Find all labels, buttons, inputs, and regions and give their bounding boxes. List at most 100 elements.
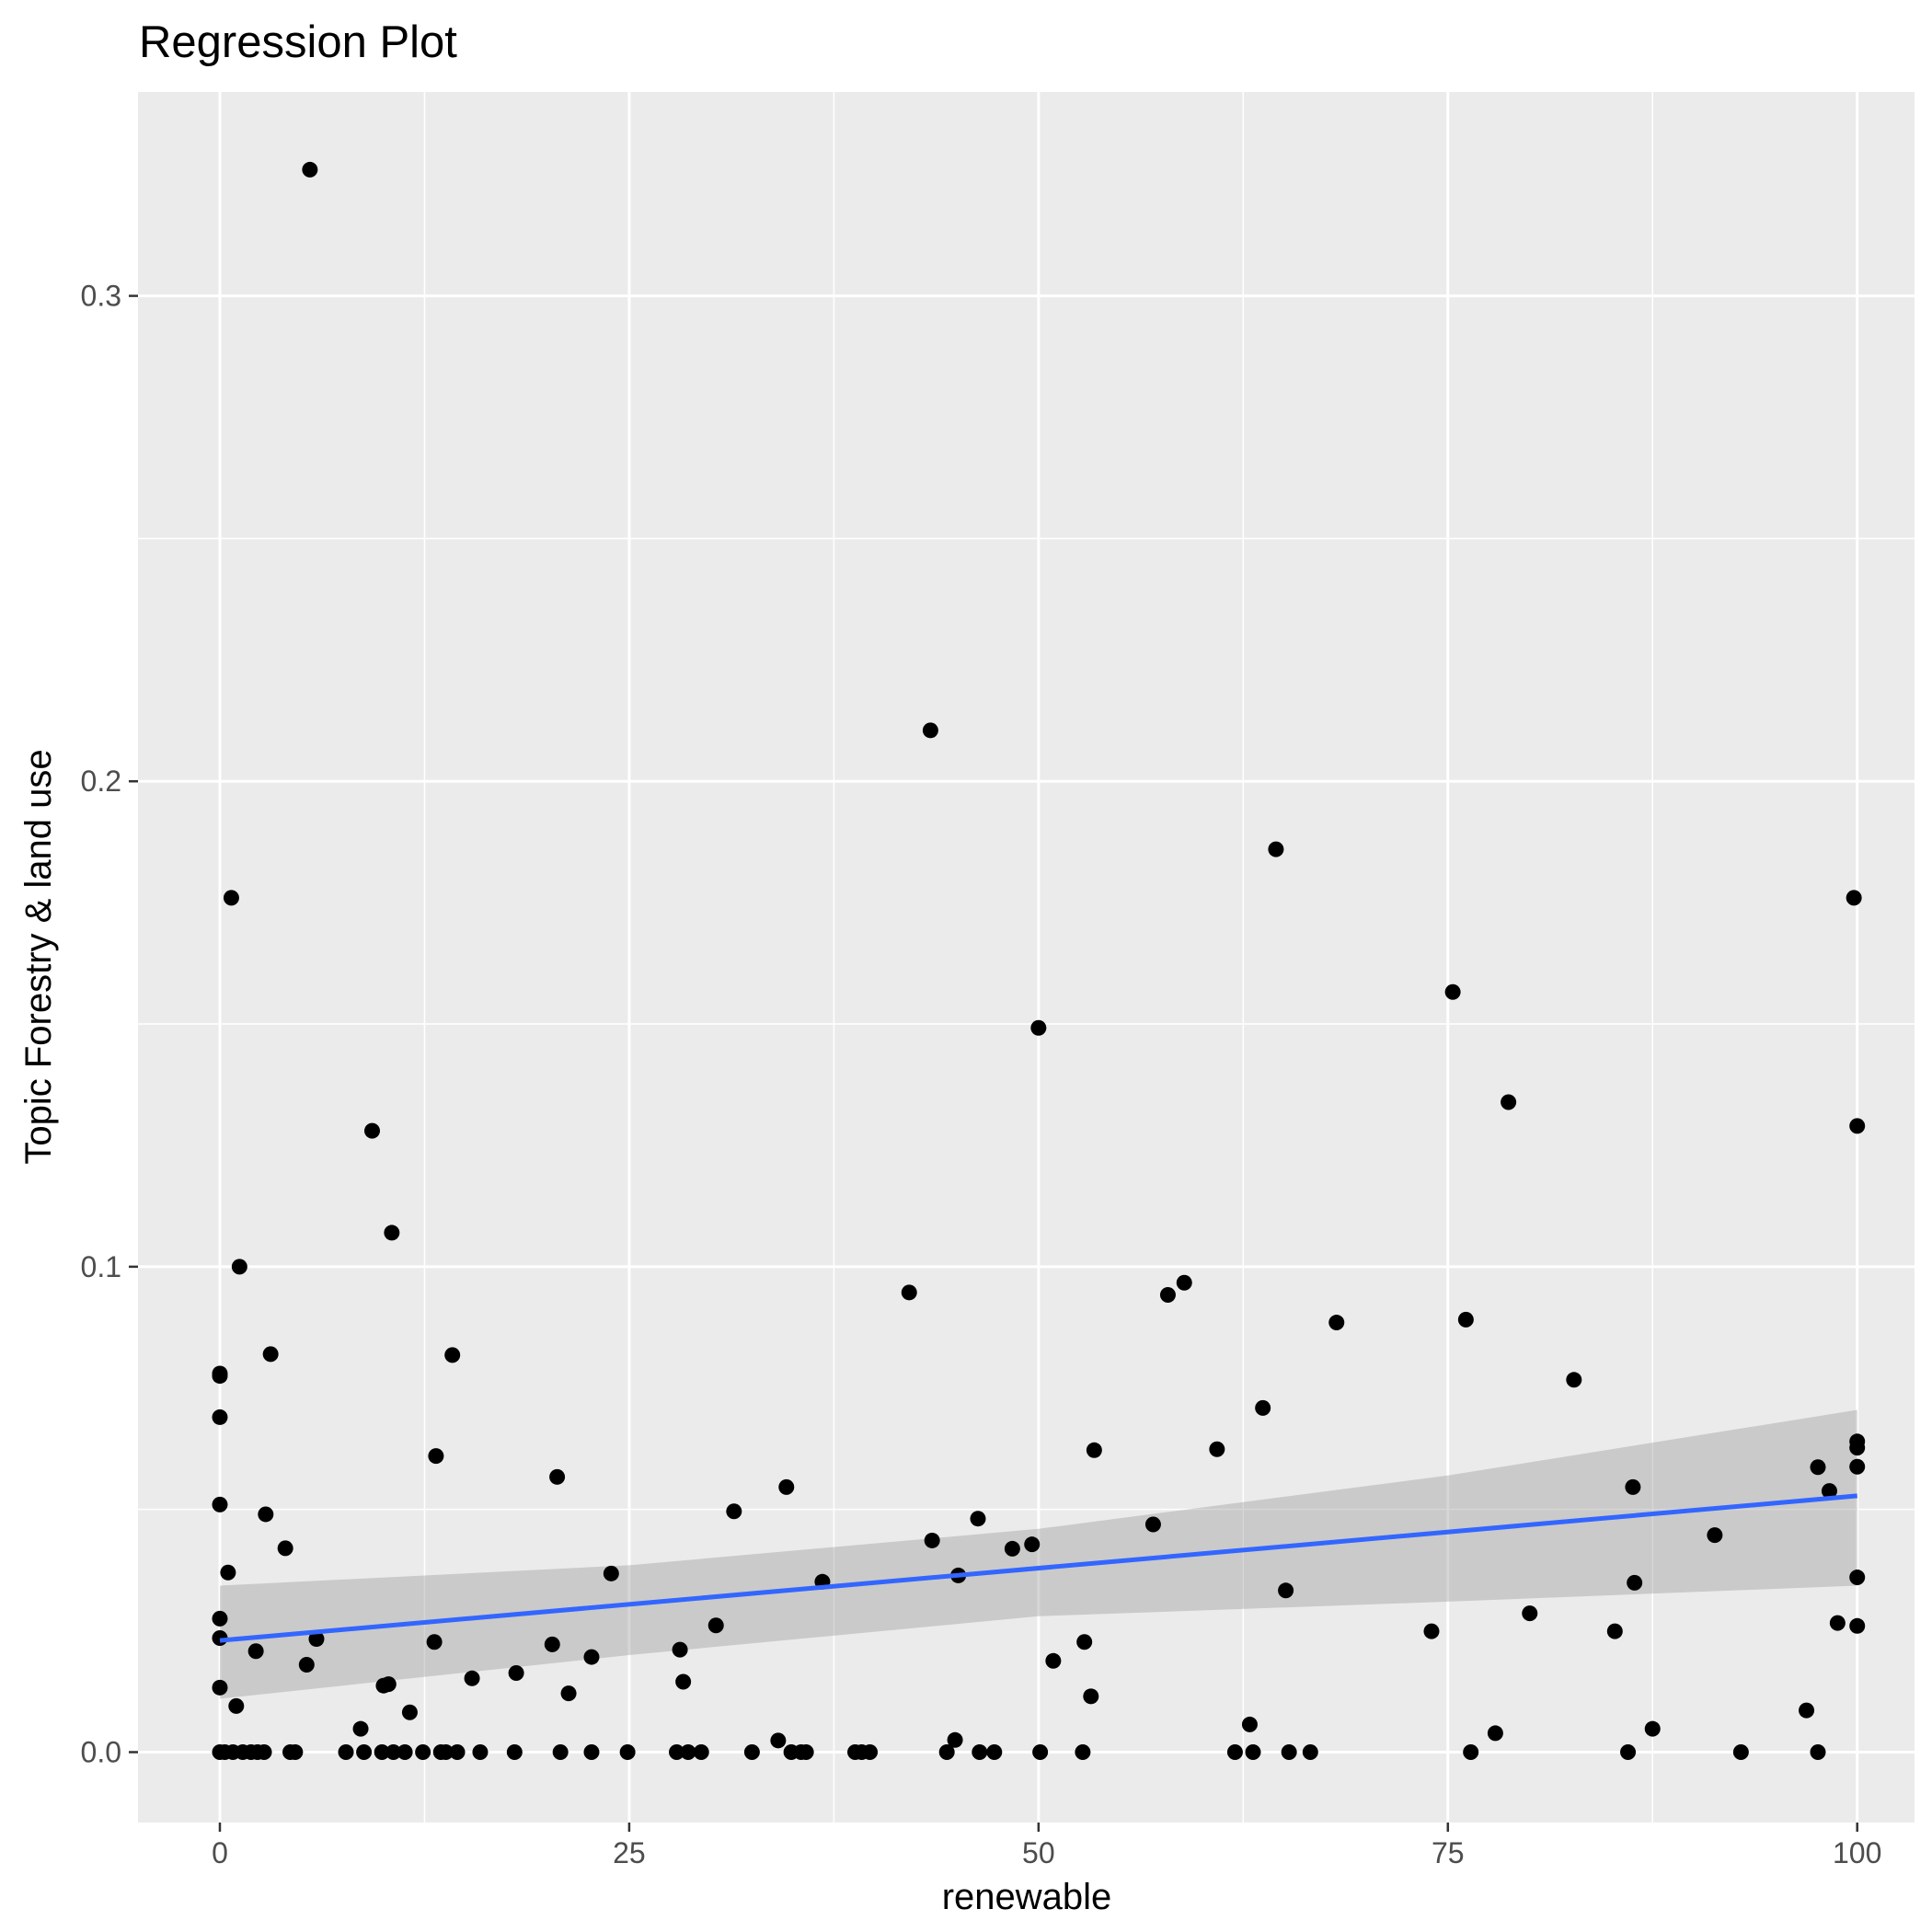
data-point (1627, 1574, 1643, 1591)
data-point (1255, 1399, 1271, 1416)
data-point (338, 1743, 354, 1760)
data-point (1083, 1688, 1099, 1705)
y-tick-label: 0.0 (81, 1735, 121, 1768)
data-point (1075, 1743, 1091, 1760)
data-point (1829, 1615, 1846, 1631)
data-point (508, 1664, 524, 1681)
data-point (212, 1496, 228, 1512)
data-point (1732, 1743, 1749, 1760)
data-point (901, 1284, 917, 1301)
data-point (380, 1676, 397, 1693)
data-point (672, 1641, 688, 1658)
data-point (1487, 1725, 1503, 1742)
data-point (287, 1743, 304, 1760)
data-point (231, 1259, 247, 1275)
x-tick-label: 75 (1432, 1836, 1465, 1869)
data-point (1030, 1019, 1047, 1036)
data-point (693, 1743, 709, 1760)
data-point (449, 1743, 466, 1760)
data-point (302, 161, 318, 178)
data-point (938, 1743, 955, 1760)
data-point (256, 1743, 272, 1760)
data-point (1144, 1516, 1161, 1533)
data-point (228, 1697, 245, 1714)
data-point (212, 1610, 228, 1627)
data-point (549, 1468, 566, 1485)
data-point (1045, 1652, 1062, 1669)
data-point (924, 1532, 940, 1548)
data-point (428, 1448, 444, 1465)
data-point (212, 1368, 228, 1385)
data-point (726, 1503, 742, 1520)
data-point (1004, 1540, 1020, 1557)
data-point (384, 1225, 400, 1241)
data-point (1328, 1315, 1345, 1331)
data-point (1606, 1623, 1623, 1639)
data-point (1032, 1743, 1049, 1760)
data-point (947, 1731, 963, 1748)
data-point (583, 1649, 600, 1665)
data-point (444, 1347, 461, 1363)
data-point (1076, 1634, 1093, 1650)
data-point (1501, 1094, 1517, 1110)
data-point (1302, 1743, 1318, 1760)
regression-line (219, 1493, 1857, 1643)
data-point (298, 1657, 315, 1673)
data-point (798, 1743, 814, 1760)
data-point (1799, 1702, 1815, 1719)
x-tick-label: 100 (1833, 1836, 1881, 1869)
data-point (603, 1565, 619, 1581)
data-point (619, 1743, 636, 1760)
data-point (1846, 890, 1862, 906)
data-point (778, 1478, 795, 1495)
data-point (1849, 1458, 1866, 1475)
data-point (1463, 1743, 1479, 1760)
data-point (1209, 1441, 1225, 1457)
data-point (220, 1564, 236, 1581)
data-point (583, 1743, 600, 1760)
data-point (922, 722, 938, 739)
data-point (352, 1720, 369, 1737)
data-point (1176, 1274, 1192, 1291)
x-axis: 0 25 50 75 100 (212, 1823, 1881, 1869)
data-point (1522, 1605, 1538, 1622)
data-point (1245, 1743, 1261, 1760)
data-point (1423, 1623, 1440, 1639)
confidence-band (219, 1409, 1857, 1699)
data-point (1226, 1743, 1243, 1760)
data-point (247, 1643, 264, 1660)
data-point (1849, 1617, 1866, 1634)
data-point (472, 1743, 489, 1760)
data-point (262, 1346, 279, 1363)
data-point (1457, 1311, 1474, 1328)
data-point (401, 1704, 418, 1720)
data-point (669, 1743, 685, 1760)
data-point (356, 1743, 373, 1760)
x-axis-title: renewable (942, 1877, 1112, 1917)
data-point (1281, 1743, 1297, 1760)
minor-gridlines (138, 92, 1915, 1823)
data-point (374, 1743, 390, 1760)
data-point (970, 1511, 986, 1527)
data-point (560, 1685, 577, 1702)
chart-title: Regression Plot (139, 17, 457, 67)
data-point (770, 1732, 787, 1749)
y-axis-title: Topic Forestry & land use (18, 749, 59, 1164)
data-point (277, 1540, 293, 1557)
data-point (438, 1743, 454, 1760)
data-point (1566, 1372, 1582, 1388)
data-point (1849, 1440, 1866, 1456)
data-point (1849, 1118, 1866, 1134)
y-tick-label: 0.1 (81, 1250, 121, 1283)
data-point (212, 1679, 228, 1696)
data-point (1086, 1442, 1102, 1458)
data-point (1268, 841, 1284, 857)
data-point (707, 1617, 724, 1634)
data-point (364, 1122, 381, 1139)
data-point (972, 1743, 988, 1760)
data-point (680, 1743, 696, 1760)
data-point (506, 1743, 523, 1760)
data-point (1644, 1720, 1661, 1737)
data-point (1278, 1582, 1294, 1599)
